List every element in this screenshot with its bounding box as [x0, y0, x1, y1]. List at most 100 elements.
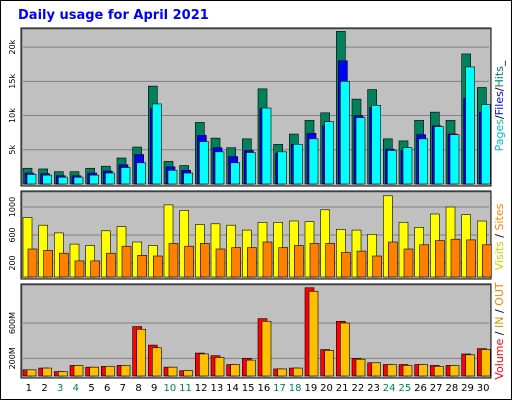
out-bar — [418, 364, 428, 377]
sites-bar — [466, 239, 476, 278]
pages-bar — [73, 176, 84, 185]
pages-bar — [402, 147, 413, 185]
out-bar — [308, 290, 319, 377]
sites-bar — [325, 243, 335, 278]
y-tick-label: 200M — [8, 347, 17, 369]
pages-bar — [230, 162, 240, 185]
pages-bar — [246, 152, 256, 185]
legend-entry: Pages — [493, 119, 506, 152]
sites-bar — [43, 250, 53, 278]
panel-background — [20, 27, 492, 187]
y-tick-label: 600M — [8, 312, 17, 334]
y-tick-label: 5k — [8, 145, 17, 155]
sites-bar — [184, 245, 194, 278]
x-tick-label: 3 — [57, 383, 63, 394]
x-tick-label: 6 — [104, 383, 110, 394]
panel_visits-panel: 200 600 1000 — [8, 190, 492, 280]
out-bar — [183, 370, 193, 377]
sites-bar — [74, 260, 85, 278]
pages-bar — [465, 66, 475, 185]
out-bar — [199, 353, 209, 377]
legend-entry: / — [493, 115, 506, 119]
x-tick-label: 18 — [289, 383, 302, 394]
pages-bar — [42, 174, 52, 185]
visits-bar — [22, 217, 33, 278]
out-bar — [355, 358, 366, 377]
x-tick-label: 14 — [226, 383, 239, 394]
sites-bar — [262, 241, 273, 278]
y-tick-label: 10k — [8, 108, 17, 123]
pages-bar — [355, 117, 366, 185]
sites-bar — [231, 247, 241, 278]
x-axis-labels: 1 2 3 4 5 6 7 8 9 10 11 12 13 14 15 16 17 18 19 20 21 22 23 24 2… — [26, 383, 490, 394]
out-bar — [136, 328, 146, 377]
pages-bar — [167, 170, 178, 185]
panel_volume-panel: 200M 600M — [8, 283, 492, 379]
out-bar — [293, 367, 303, 377]
pages-bar — [152, 103, 162, 185]
sites-bar — [341, 252, 351, 278]
legend-entry: Sites — [493, 203, 506, 230]
sites-bar — [450, 238, 461, 278]
x-tick-label: 29 — [461, 383, 474, 394]
pages-bar — [58, 176, 68, 185]
pages-bar — [136, 162, 146, 185]
sites-bar — [482, 244, 492, 278]
sites-bar — [153, 255, 163, 278]
out-bar — [277, 368, 287, 377]
pages-bar — [199, 141, 209, 185]
y-tick-label: 200 — [8, 255, 17, 270]
x-tick-label: 24 — [383, 383, 396, 394]
sites-bar — [215, 248, 226, 278]
legend-entry: Hits — [493, 66, 506, 88]
x-tick-label: 19 — [304, 383, 317, 394]
x-tick-label: 4 — [73, 383, 79, 394]
out-bar — [402, 365, 413, 377]
x-tick-label: 12 — [195, 383, 208, 394]
out-bar — [152, 347, 162, 377]
x-tick-label: 26 — [414, 383, 427, 394]
sites-bar — [168, 243, 179, 278]
pages-bar — [26, 174, 37, 185]
legend-entry: Files — [493, 91, 506, 115]
x-tick-label: 13 — [210, 383, 223, 394]
out-bar — [449, 365, 460, 377]
sites-bar — [278, 247, 288, 278]
panel2-legend: Visits / Sites — [493, 203, 506, 270]
out-bar — [261, 320, 272, 377]
x-tick-label: 20 — [320, 383, 333, 394]
sites-bar — [27, 248, 38, 278]
pages-bar — [89, 174, 99, 185]
sites-bar — [106, 252, 116, 278]
panel-background — [20, 283, 492, 379]
legend-entry: Visits — [493, 241, 506, 270]
sites-bar — [121, 245, 132, 278]
x-tick-label: 10 — [163, 383, 176, 394]
out-bar — [73, 365, 84, 377]
legend-entry: / — [493, 328, 506, 339]
pages-bar — [449, 134, 460, 185]
panel_hits-panel: 5k 10k 15k 20k — [8, 27, 492, 187]
out-bar — [26, 369, 37, 377]
sites-bar — [419, 244, 429, 278]
sites-bar — [435, 240, 445, 278]
visits-bar — [383, 195, 393, 278]
out-bar — [230, 364, 240, 377]
out-bar — [481, 349, 491, 377]
x-tick-label: 5 — [88, 383, 94, 394]
out-bar — [42, 367, 52, 377]
out-bar — [246, 359, 256, 377]
legend-entry: IN — [493, 317, 506, 328]
legend-entry: _ — [493, 60, 506, 67]
pages-bar — [481, 104, 491, 185]
sites-bar — [388, 241, 398, 278]
y-tick-label: 1000 — [8, 197, 17, 217]
legend-entry: / — [493, 230, 506, 241]
x-tick-label: 7 — [120, 383, 126, 394]
pages-bar — [371, 104, 381, 185]
panel1-legend: Pages/Files/Hits_ — [493, 60, 506, 151]
sites-bar — [247, 247, 257, 278]
x-tick-label: 22 — [351, 383, 364, 394]
sites-bar — [137, 255, 147, 278]
pages-bar — [183, 172, 193, 185]
